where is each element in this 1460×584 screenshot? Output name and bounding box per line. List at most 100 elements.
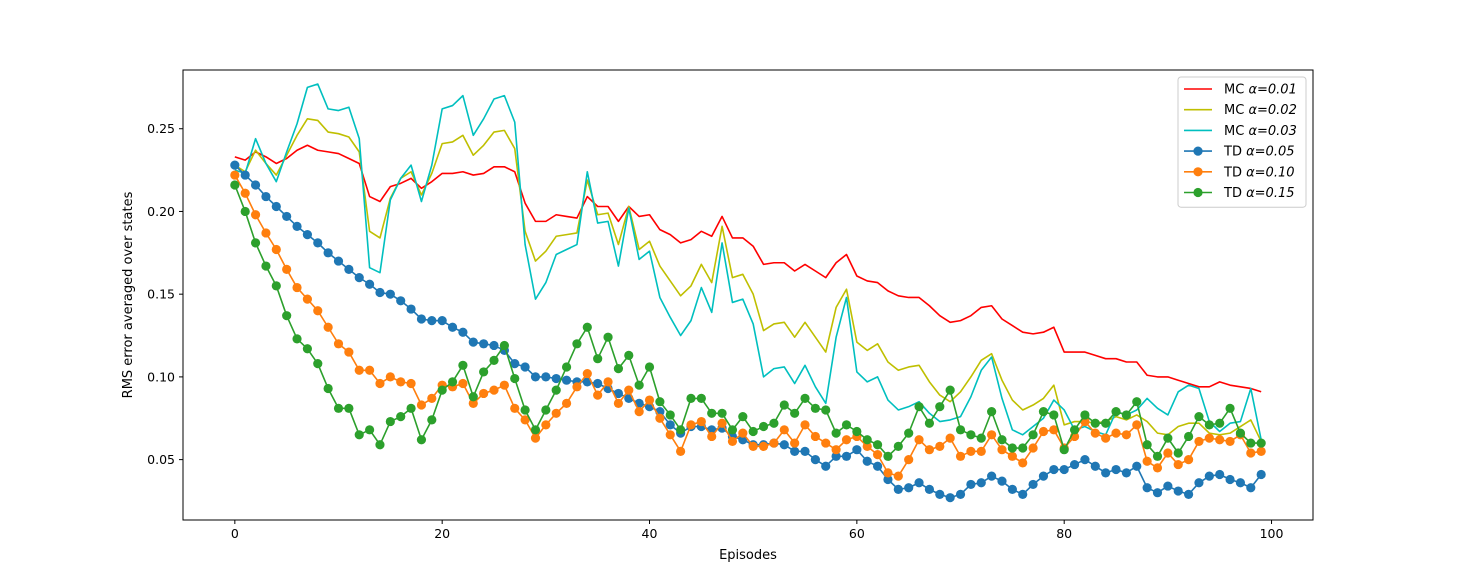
data-point [1152,463,1163,473]
data-point [914,435,924,445]
data-point [520,362,530,372]
data-point [489,385,499,395]
data-point [1069,425,1080,435]
data-point [333,256,344,266]
data-point [613,388,624,399]
data-point [987,430,997,440]
y-tick-label: 0.10 [147,369,175,384]
data-point [893,484,903,494]
data-point [261,228,271,238]
data-point [904,483,914,493]
series-line [234,164,1262,499]
data-point [541,372,551,382]
data-point [1163,448,1173,458]
plot-frame [182,69,1314,521]
data-point [1111,464,1121,475]
series-line [234,144,1262,393]
x-tick-label: 100 [1260,526,1284,541]
data-point [520,415,530,425]
data-point [313,359,323,369]
axes-layer: 0 20 40 60 80 100 0.05 0.10 0.15 0.20 0.25 [147,121,1283,541]
data-point [655,397,665,407]
legend-marker [1193,146,1203,156]
data-point [624,385,634,395]
data-point [551,385,561,395]
data-point [292,282,302,293]
data-point [1163,433,1173,443]
data-point [1184,489,1194,499]
data-point [686,393,696,403]
data-point [904,455,914,465]
data-point [1235,428,1246,438]
data-point [530,372,541,382]
data-point [385,416,395,427]
data-point [644,395,655,405]
data-point [966,446,976,456]
data-point [831,428,841,438]
data-point [1204,420,1214,430]
data-point [966,479,976,490]
data-point [696,416,706,427]
data-point [1028,430,1038,440]
data-point [313,238,323,248]
x-tick-label: 0 [231,526,239,541]
data-point [499,340,509,351]
data-point [1007,443,1017,453]
data-point [924,484,935,494]
data-point [1142,456,1152,466]
data-point [468,337,478,347]
data-point [821,461,831,471]
data-point [1101,433,1111,443]
data-point [489,340,499,351]
data-point [385,289,395,299]
data-point [1121,430,1131,440]
data-point [1028,479,1038,490]
data-point [333,403,344,413]
data-point [416,400,427,410]
data-point [230,170,240,180]
series-line [234,83,1262,440]
data-point [966,430,976,440]
data-point [271,201,281,212]
data-point [862,435,872,445]
data-point [333,339,344,349]
data-point [696,393,706,403]
data-point [344,347,354,357]
series-mc-0.01 [234,144,1262,393]
data-point [997,445,1007,455]
data-point [707,408,717,418]
data-point [282,264,292,274]
data-point [1132,461,1142,471]
data-point [758,421,769,432]
data-point [976,446,986,456]
data-point [1090,461,1100,471]
data-point [831,445,841,455]
data-point [1225,436,1235,447]
data-point [230,180,240,190]
data-point [427,415,437,425]
data-point [510,373,520,384]
data-point [810,403,820,413]
x-tick-label: 60 [849,526,865,541]
y-tick-label: 0.20 [147,204,175,219]
data-point [458,360,468,370]
data-point [530,433,541,443]
data-point [924,445,935,455]
data-point [779,400,789,410]
data-point [613,364,624,374]
series-mc-0.02 [234,118,1262,442]
data-point [676,446,686,456]
data-point [375,378,385,389]
data-point [282,211,292,222]
data-point [883,474,893,485]
data-point [427,393,437,403]
data-point [1184,455,1194,465]
data-point [841,420,852,430]
data-point [479,367,489,377]
data-point [862,441,872,451]
data-point [250,238,261,248]
data-point [593,378,603,389]
data-point [416,314,427,324]
data-point [427,316,437,326]
data-point [1256,446,1266,456]
